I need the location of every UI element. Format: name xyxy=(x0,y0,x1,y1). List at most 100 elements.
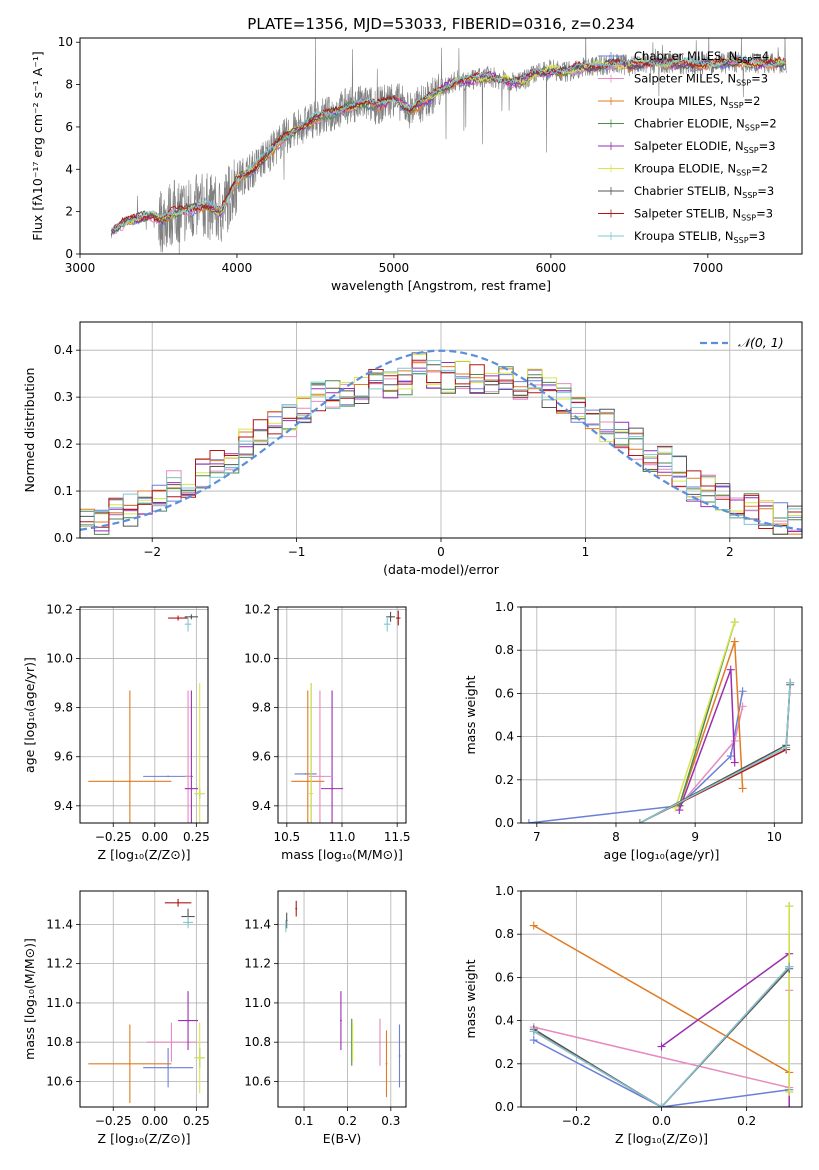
y-tick-label: 0.1 xyxy=(54,484,73,498)
data-point xyxy=(397,617,400,619)
plus-marker xyxy=(657,1103,666,1107)
y-tick-label: 0.3 xyxy=(54,390,73,404)
y-tick-label: 10.0 xyxy=(244,652,271,666)
weight-line-6 xyxy=(639,684,791,823)
plot-area xyxy=(88,898,205,1104)
y-tick-label: 9.6 xyxy=(252,750,271,764)
y-tick-label: 11.0 xyxy=(46,996,73,1010)
x-tick-label: 7 xyxy=(533,830,541,844)
x-tick-label: 10 xyxy=(767,830,782,844)
y-tick-label: 10.8 xyxy=(46,1035,73,1049)
y-tick-label: 9.8 xyxy=(252,701,271,715)
x-axis-label: Z [log₁₀(Z/Z⊙)] xyxy=(98,847,191,862)
legend-label: 𝒩(0, 1) xyxy=(738,335,784,350)
plus-marker xyxy=(635,819,644,823)
data-point xyxy=(386,623,389,626)
x-axis-label: age [log₁₀(age/yr)] xyxy=(604,847,720,862)
model-line-5 xyxy=(111,56,786,231)
weight-line-5 xyxy=(674,621,736,809)
y-tick-label: 0.6 xyxy=(495,686,514,700)
plus-marker xyxy=(738,784,747,793)
y-tick-label: 11.2 xyxy=(46,957,73,971)
x-tick-label: 9 xyxy=(691,830,699,844)
plot-area xyxy=(291,610,401,823)
plus-marker xyxy=(726,752,735,761)
plus-marker xyxy=(730,637,739,646)
data-point xyxy=(379,1041,381,1044)
x-axis-label: Z [log₁₀(Z/Z⊙)] xyxy=(98,1131,191,1146)
y-tick-label: 0.4 xyxy=(495,730,514,744)
plus-marker xyxy=(730,618,739,627)
plus-marker xyxy=(730,758,739,767)
plus-marker xyxy=(785,902,794,911)
x-tick-label: 1 xyxy=(582,545,590,559)
data-point xyxy=(187,775,189,778)
data-point xyxy=(187,921,189,924)
plus-marker xyxy=(529,921,538,930)
y-tick-label: 0.8 xyxy=(495,643,514,657)
y-tick-label: 11.0 xyxy=(244,996,271,1010)
data-point xyxy=(284,925,287,928)
figure-title: PLATE=1356, MJD=53033, FIBERID=0316, z=0… xyxy=(247,15,634,33)
data-point xyxy=(310,792,313,795)
y-tick-label: 9.6 xyxy=(54,750,73,764)
model-line-8 xyxy=(111,54,787,230)
panel-mass_vs_EBV: 0.1 0.2 0.3 10.6 10.8 11.0 11.2 11.4 E(B-V) xyxy=(244,890,407,1146)
data-point xyxy=(187,1019,189,1022)
legend-label: Salpeter STELIB, NSSP=3 xyxy=(634,207,773,223)
x-tick-label: 3000 xyxy=(65,261,96,275)
data-point xyxy=(385,1062,388,1065)
plus-marker xyxy=(657,1042,666,1051)
y-tick-label: 0.0 xyxy=(495,1100,514,1114)
panel-weight_vs_Z: −0.2 0.0 0.2 0.0 0.2 0.4 0.6 0.8 1.0 Z [log₁₀(Z/Z… xyxy=(463,884,803,1146)
legend-label: Salpeter ELODIE, NSSP=3 xyxy=(634,139,776,155)
data-point xyxy=(177,617,179,619)
y-tick-label: 0.2 xyxy=(495,773,514,787)
y-tick-label: 0 xyxy=(65,247,73,261)
x-tick-label: 0.25 xyxy=(183,830,210,844)
data-point xyxy=(306,780,309,783)
y-tick-label: 0.4 xyxy=(54,343,73,357)
histogram-step-7 xyxy=(80,359,802,529)
panel-spectrum: Chabrier MILES, NSSP=4 Salpeter MILES, NS… xyxy=(30,35,803,293)
plot-area xyxy=(529,902,794,1107)
data-point xyxy=(304,773,307,775)
x-tick-label: 0.0 xyxy=(652,1114,671,1128)
x-tick-label: −0.2 xyxy=(562,1114,591,1128)
x-tick-label: 5000 xyxy=(379,261,410,275)
gaussian-curve xyxy=(80,349,802,531)
legend-label: Kroupa MILES, NSSP=2 xyxy=(634,94,760,110)
plot-area xyxy=(80,349,802,535)
data-point xyxy=(167,1066,170,1069)
legend-label: Chabrier STELIB, NSSP=3 xyxy=(634,184,774,200)
data-point xyxy=(190,787,193,790)
y-axis-label: mass weight xyxy=(463,959,478,1038)
y-axis-label: mass [log₁₀(M/M⊙)] xyxy=(22,938,37,1060)
y-tick-label: 0.0 xyxy=(54,531,73,545)
data-point xyxy=(170,1041,173,1044)
x-tick-label: 7000 xyxy=(693,261,724,275)
y-tick-label: 1.0 xyxy=(495,600,514,614)
x-axis-label: Z [log₁₀(Z/Z⊙)] xyxy=(615,1131,708,1146)
plus-marker xyxy=(786,678,795,687)
x-tick-label: 0.2 xyxy=(338,1114,357,1128)
data-point xyxy=(128,1062,131,1065)
data-point xyxy=(319,775,321,778)
panel-age_vs_Z: −0.25 0.00 0.25 9.4 9.6 9.8 10.0 10.2 Z [log₁₀(Z… xyxy=(22,602,210,862)
y-tick-label: 1.0 xyxy=(495,884,514,898)
weight-line-6 xyxy=(533,968,790,1107)
y-tick-label: 11.4 xyxy=(46,917,73,931)
plus-marker xyxy=(785,962,794,971)
x-tick-label: 0 xyxy=(437,545,445,559)
panel-age_vs_mass: 10.5 11.0 11.5 9.4 9.6 9.8 10.0 10.2 mass [log₁₀… xyxy=(244,602,410,862)
y-axis-label: Normed distribution xyxy=(22,368,37,493)
panel-mass_vs_Z: −0.25 0.00 0.25 10.6 10.8 11.0 11.2 11.4 Z [log₁… xyxy=(22,890,210,1146)
y-tick-label: 10 xyxy=(58,35,73,49)
data-point xyxy=(340,1019,342,1022)
y-tick-label: 10.6 xyxy=(244,1074,271,1088)
axes-frame xyxy=(79,37,803,255)
x-axis-label: wavelength [Angstrom, rest frame] xyxy=(331,278,551,293)
plot-area xyxy=(524,618,795,823)
x-tick-label: −2 xyxy=(143,545,161,559)
